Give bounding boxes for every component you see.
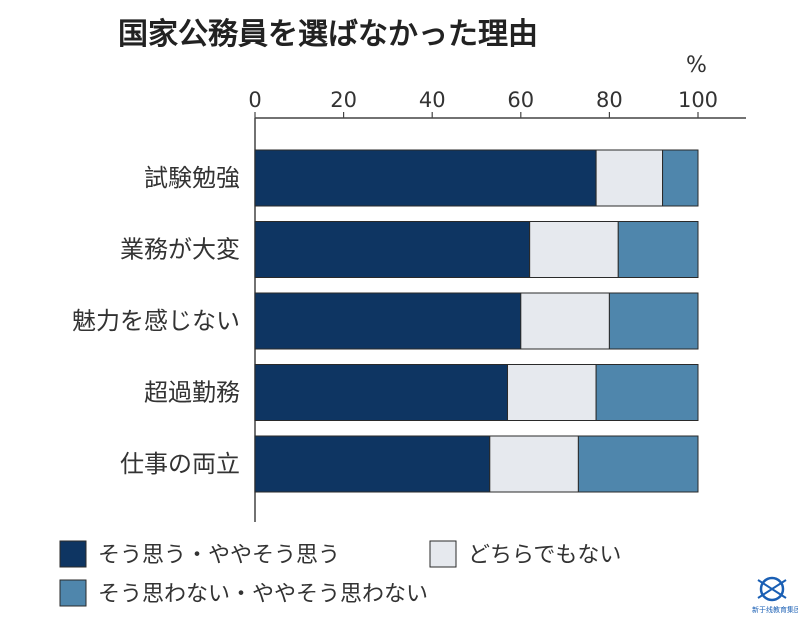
unit-label: % (686, 53, 707, 78)
legend-label: どちらでもない (468, 543, 621, 568)
bar-segment (254, 149, 597, 207)
category-label: 超過勤務 (144, 379, 240, 407)
x-tick-label: 20 (330, 88, 357, 112)
category-label: 魅力を感じない (72, 307, 240, 335)
bar-segment (254, 364, 509, 421)
bar-segment (595, 149, 664, 207)
x-tick-label: 60 (507, 88, 534, 112)
category-label: 試験勉強 (144, 164, 240, 192)
bar-segment (608, 292, 699, 350)
logo-text: 新于线教育集团 (752, 605, 798, 614)
bar-segment (520, 292, 610, 350)
x-tick-label: 40 (419, 88, 446, 112)
legend-swatch (429, 540, 457, 568)
category-label: 仕事の両立 (120, 450, 240, 478)
logo-icon (759, 576, 785, 602)
logo-cross-icon (757, 579, 787, 599)
bars (254, 149, 699, 493)
x-axis-ticks: 0 20 40 60 80 100 (248, 88, 718, 118)
legend-label: そう思う・ややそう思う (98, 543, 340, 568)
bar-segment (254, 435, 491, 493)
legend-swatch (59, 579, 87, 607)
chart-title: 国家公務員を選ばなかった理由 (118, 17, 538, 52)
bar-segment (489, 435, 579, 493)
bar-segment (254, 292, 522, 350)
bar-segment (662, 149, 699, 207)
legend-swatch (59, 540, 87, 568)
bar-segment (577, 435, 699, 493)
x-tick-label: 100 (678, 88, 718, 112)
bar-segment (595, 364, 699, 421)
bar-segment (529, 221, 619, 278)
bar-segment (507, 364, 597, 421)
x-tick-label: 0 (248, 88, 261, 112)
legend-label: そう思わない・ややそう思わない (98, 582, 428, 607)
category-label: 業務が大変 (120, 236, 240, 264)
x-tick-label: 80 (596, 88, 623, 112)
bar-segment (617, 221, 699, 278)
bar-segment (254, 221, 531, 278)
brand-logo: 新于线教育集团 (752, 576, 798, 614)
